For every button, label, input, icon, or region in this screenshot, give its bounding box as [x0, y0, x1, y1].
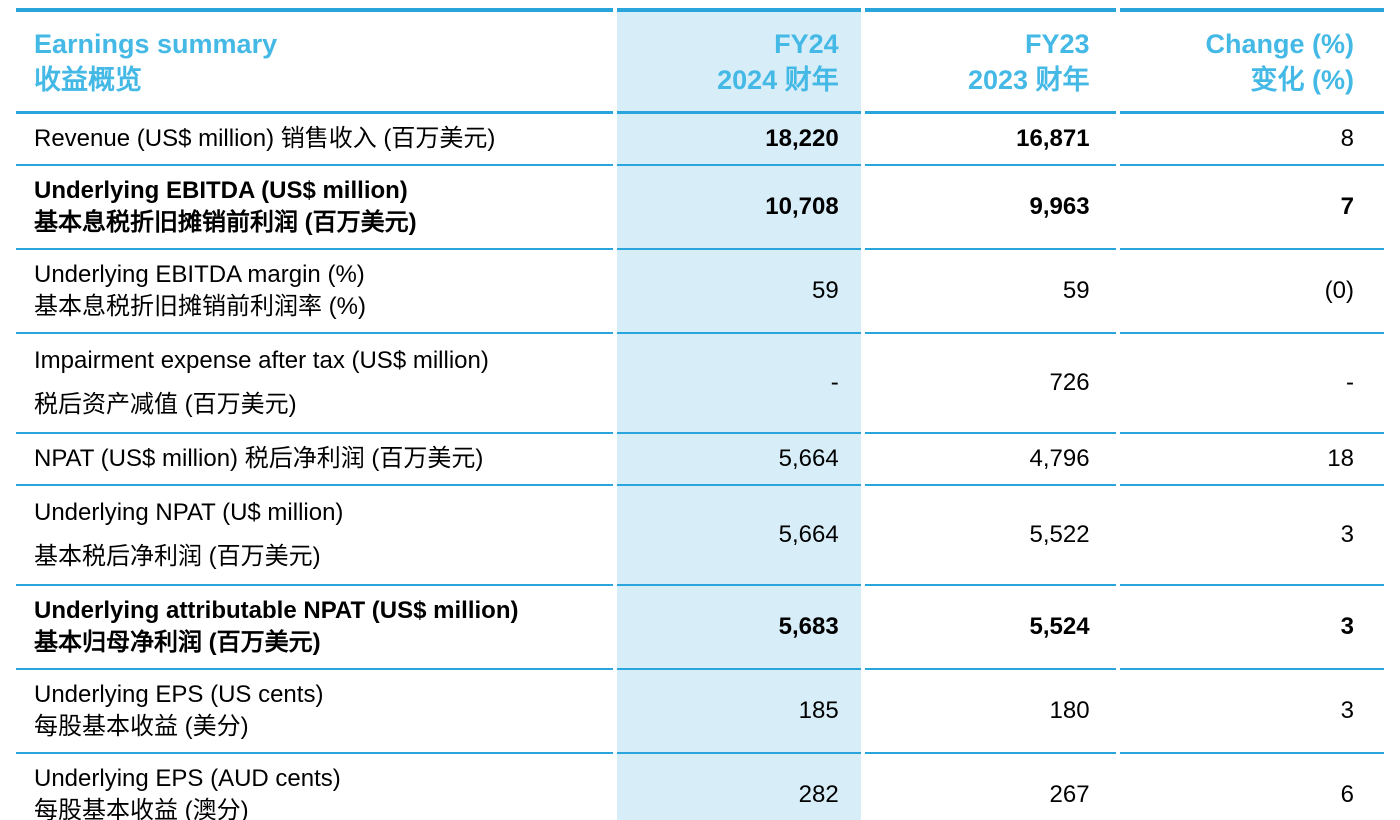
earnings-summary-table: Earnings summary 收益概览 FY24 2024 财年 FY23 … — [12, 8, 1388, 820]
fy23-value: 5,524 — [864, 586, 1116, 670]
fy24-value: 59 — [616, 249, 861, 334]
change-header-zh: 变化 (%) — [1250, 65, 1355, 96]
row-underlying-npat: Underlying NPAT (U$ million) 基本税后净利润 (百万… — [16, 485, 1384, 586]
table-title: Earnings summary 收益概览 — [16, 8, 613, 114]
column-header-change: Change (%) 变化 (%) — [1119, 8, 1384, 114]
row-label: Revenue (US$ million) 销售收入 (百万美元) — [16, 114, 613, 166]
fy23-header-en: FY23 — [1025, 29, 1090, 59]
column-header-fy24: FY24 2024 财年 — [616, 8, 861, 114]
row-label-en: NPAT (US$ million) 税后净利润 (百万美元) — [34, 444, 484, 472]
fy24-value: 185 — [616, 669, 861, 754]
row-label-zh: 基本税后净利润 (百万美元) — [34, 542, 321, 570]
fy24-value: 5,683 — [616, 585, 861, 670]
row-label-zh: 每股基本收益 (澳分) — [34, 796, 249, 820]
row-underlying-eps-aud: Underlying EPS (AUD cents) 每股基本收益 (澳分) 2… — [16, 753, 1384, 820]
fy23-value: 59 — [864, 250, 1116, 334]
row-label: Underlying EBITDA margin (%) 基本息税折旧摊销前利润… — [16, 250, 613, 334]
fy23-value: 180 — [864, 670, 1116, 754]
fy24-header-en: FY24 — [774, 29, 839, 59]
row-label: Underlying EPS (AUD cents) 每股基本收益 (澳分) — [16, 754, 613, 820]
row-label-en: Underlying attributable NPAT (US$ millio… — [34, 596, 519, 624]
fy23-value: 9,963 — [864, 166, 1116, 250]
change-value: 3 — [1119, 670, 1384, 754]
fy23-header-zh: 2023 财年 — [967, 65, 1090, 96]
row-label: Underlying EPS (US cents) 每股基本收益 (美分) — [16, 670, 613, 754]
row-revenue: Revenue (US$ million) 销售收入 (百万美元) 18,220… — [16, 113, 1384, 166]
row-underlying-ebitda-margin: Underlying EBITDA margin (%) 基本息税折旧摊销前利润… — [16, 249, 1384, 334]
change-header-en: Change (%) — [1205, 29, 1355, 59]
row-label: Impairment expense after tax (US$ millio… — [16, 334, 613, 434]
fy24-value: - — [616, 333, 861, 434]
table-title-zh: 收益概览 — [34, 65, 142, 96]
fy24-header-zh: 2024 财年 — [717, 65, 839, 96]
row-label-en: Revenue (US$ million) 销售收入 (百万美元) — [34, 124, 496, 152]
row-label-en: Underlying NPAT (U$ million) — [34, 498, 344, 526]
row-label-zh: 税后资产减值 (百万美元) — [34, 390, 297, 418]
row-label-en: Underlying EBITDA margin (%) — [34, 260, 365, 288]
table-header-row: Earnings summary 收益概览 FY24 2024 财年 FY23 … — [16, 8, 1384, 114]
row-label-zh: 每股基本收益 (美分) — [34, 712, 249, 740]
table-title-en: Earnings summary — [34, 29, 278, 59]
fy24-value: 5,664 — [616, 433, 861, 486]
fy23-value: 267 — [865, 754, 1116, 820]
change-value: 18 — [1119, 434, 1384, 486]
fy23-value: 16,871 — [864, 114, 1116, 166]
change-value: 3 — [1119, 586, 1384, 670]
row-label-zh: 基本息税折旧摊销前利润 (百万美元) — [34, 208, 417, 236]
change-value: - — [1119, 334, 1384, 434]
row-label: Underlying EBITDA (US$ million) 基本息税折旧摊销… — [16, 166, 613, 250]
fy23-value: 5,522 — [864, 486, 1116, 586]
row-label: Underlying attributable NPAT (US$ millio… — [16, 586, 613, 670]
row-label-en: Underlying EBITDA (US$ million) — [34, 176, 408, 204]
column-header-fy23: FY23 2023 财年 — [864, 8, 1116, 114]
fy24-value: 10,708 — [616, 165, 861, 250]
row-label-en: Underlying EPS (US cents) — [34, 680, 324, 708]
change-value: 6 — [1120, 754, 1384, 820]
row-label-en: Underlying EPS (AUD cents) — [34, 764, 341, 792]
row-underlying-ebitda: Underlying EBITDA (US$ million) 基本息税折旧摊销… — [16, 165, 1384, 250]
row-underlying-eps-us: Underlying EPS (US cents) 每股基本收益 (美分) 18… — [16, 669, 1384, 754]
row-impairment-expense: Impairment expense after tax (US$ millio… — [16, 333, 1384, 434]
change-value: 7 — [1119, 166, 1384, 250]
row-label: Underlying NPAT (U$ million) 基本税后净利润 (百万… — [16, 486, 613, 586]
fy24-value: 18,220 — [616, 113, 861, 166]
row-label: NPAT (US$ million) 税后净利润 (百万美元) — [16, 434, 613, 486]
fy24-value: 282 — [616, 753, 861, 820]
row-label-zh: 基本归母净利润 (百万美元) — [34, 628, 321, 656]
row-underlying-attributable-npat: Underlying attributable NPAT (US$ millio… — [16, 585, 1384, 670]
fy24-value: 5,664 — [616, 485, 861, 586]
fy23-value: 4,796 — [864, 434, 1116, 486]
change-value: 3 — [1119, 486, 1384, 586]
change-value: (0) — [1119, 250, 1384, 334]
change-value: 8 — [1119, 114, 1384, 166]
fy23-value: 726 — [864, 334, 1116, 434]
row-label-en: Impairment expense after tax (US$ millio… — [34, 346, 489, 374]
row-npat: NPAT (US$ million) 税后净利润 (百万美元) 5,664 4,… — [16, 433, 1384, 486]
row-label-zh: 基本息税折旧摊销前利润率 (%) — [34, 292, 366, 320]
